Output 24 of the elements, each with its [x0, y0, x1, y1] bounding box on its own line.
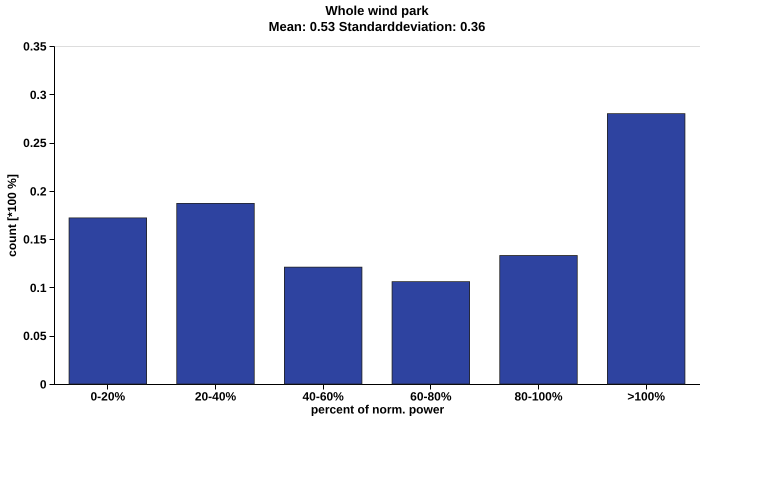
y-tick-label: 0.25 — [23, 136, 47, 150]
y-tick-label: 0.35 — [23, 40, 47, 54]
x-tick-label: 0-20% — [90, 390, 126, 404]
chart-title: Whole wind park — [325, 3, 430, 18]
y-tick-label: 0.05 — [23, 329, 47, 344]
bar — [284, 266, 362, 384]
bar — [176, 203, 255, 384]
x-tick-label: 40-60% — [302, 390, 344, 404]
y-tick-label: 0.2 — [30, 184, 47, 198]
x-tick-label: >100% — [627, 390, 666, 404]
y-tick-label: 0.15 — [23, 232, 47, 247]
x-tick-label: 20-40% — [194, 390, 237, 404]
y-tick-label: 0.1 — [30, 280, 47, 295]
bar — [607, 113, 686, 384]
y-tick-label: 0.3 — [30, 88, 47, 102]
x-tick-label: 80-100% — [514, 390, 563, 404]
x-tick-label: 60-80% — [410, 390, 452, 404]
bar — [392, 281, 470, 384]
y-axis-title: count [*100 %] — [5, 174, 20, 257]
chart-subtitle: Mean: 0.53 Standarddeviation: 0.36 — [268, 19, 486, 34]
y-tick-label: 0 — [40, 378, 47, 392]
x-axis-title: percent of norm. power — [310, 402, 444, 416]
bar — [68, 217, 147, 384]
bar — [499, 255, 578, 384]
